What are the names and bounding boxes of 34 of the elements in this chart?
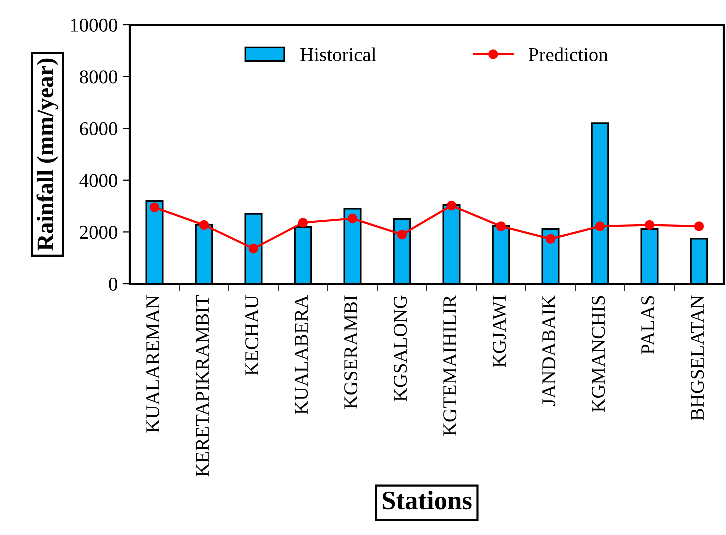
y-tick-label: 10000 [71, 18, 118, 32]
x-tick-label: PALAS [642, 296, 655, 354]
x-tick-label: KGTEMAIHILIR [444, 295, 457, 436]
y-tick-label: 8000 [80, 70, 118, 84]
x-tick-label: KGJAWI [493, 296, 506, 368]
x-tick-label: KUALABERA [295, 295, 308, 414]
x-tick-label: KGSERAMBI [344, 296, 358, 410]
point [644, 220, 655, 230]
point [150, 202, 160, 212]
y-tick-label: 6000 [80, 122, 118, 136]
y-tick-label: 4000 [80, 174, 118, 188]
legend-label: Prediction [528, 48, 608, 62]
x-tick-label: KGMANCHIS [592, 296, 606, 412]
y-tick-label: 2000 [80, 226, 118, 240]
point [546, 234, 556, 244]
point [496, 222, 506, 232]
x-tick-label: BHGSELATAN [691, 296, 704, 420]
point [446, 200, 457, 211]
point [199, 220, 210, 230]
y-tick-label: 0 [109, 278, 118, 291]
point [248, 244, 259, 254]
point [694, 222, 704, 232]
point [595, 222, 606, 232]
x-axis-title: Stations [382, 491, 472, 510]
x-tick-label: JANDABAIK [542, 295, 556, 406]
legend-label: Historical [300, 48, 376, 62]
y-axis-title: Rainfall (mm/year) [36, 58, 58, 251]
x-tick-label: KUALAREMAN [146, 296, 160, 433]
x-tick-label: KERETAPIKRAMBIT [196, 295, 209, 477]
x-tick-label: KECHAU [246, 296, 259, 376]
point [397, 230, 408, 240]
point [348, 214, 358, 224]
x-tick-label: KGSALONG [394, 296, 408, 402]
point [298, 218, 308, 228]
